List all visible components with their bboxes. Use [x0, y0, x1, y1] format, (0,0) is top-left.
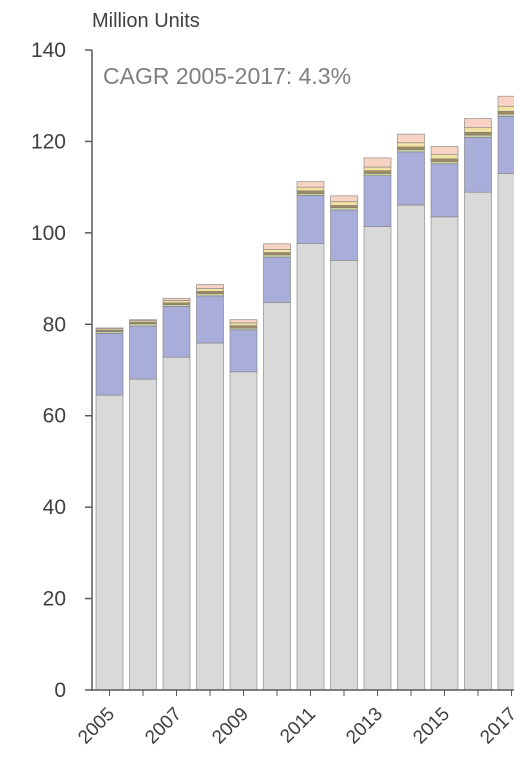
bar-segment [497, 115, 514, 174]
bar-segment [430, 216, 459, 691]
bar-segment [397, 149, 425, 153]
bar-segment [430, 154, 459, 160]
y-tick-label: 60 [43, 405, 66, 428]
bar-segment [229, 329, 258, 373]
bar-segment [363, 170, 392, 174]
y-tick-label: 80 [43, 313, 66, 336]
bar-segment [229, 322, 258, 326]
bar-segment [430, 161, 459, 165]
x-tick-label: 2011 [276, 704, 320, 748]
bar-segment [330, 207, 358, 211]
bar-segment [129, 319, 157, 321]
bar-segment [330, 195, 358, 203]
bar-segment [464, 131, 492, 136]
bar-segment [263, 254, 291, 258]
bar-segment [296, 181, 325, 188]
y-tick-label: 100 [31, 222, 66, 245]
y-axis-ticks: 0 20 40 60 80 100 120 140 [31, 39, 92, 702]
bar-segment [397, 146, 425, 150]
y-tick-label: 120 [31, 130, 66, 153]
bar-segment [196, 291, 224, 294]
bar-segment [464, 127, 492, 133]
bar-segment [397, 151, 425, 206]
y-unit-label: Million Units [92, 10, 200, 32]
x-axis-ticks: 2005 2007 2009 2011 2013 2015 2017 [74, 690, 514, 748]
bar-segment [196, 342, 224, 691]
bar-segment [129, 378, 157, 691]
bar-segment [95, 327, 124, 330]
cagr-annotation: CAGR 2005-2017: 4.3% [103, 63, 351, 89]
bar-segment [397, 133, 425, 144]
bar-segment [363, 173, 392, 177]
bar-segment [330, 205, 358, 209]
bar-segment [196, 288, 224, 292]
y-tick-label: 0 [54, 679, 66, 702]
bar-segment [330, 209, 358, 261]
bar-segment [162, 297, 191, 301]
bar-segment [497, 105, 514, 112]
x-tick-label: 2015 [409, 704, 454, 749]
bars [95, 95, 514, 691]
bar-segment [196, 295, 224, 344]
x-tick-label: 2009 [208, 704, 253, 749]
x-tick-label: 2005 [74, 704, 119, 749]
bar-segment [330, 259, 358, 691]
bar-segment [196, 284, 224, 289]
y-tick-label: 40 [43, 496, 66, 519]
bar-segment [129, 323, 157, 327]
y-tick-label: 140 [31, 39, 66, 62]
bar-segment [296, 190, 325, 194]
x-tick-label: 2007 [141, 704, 186, 749]
bar-segment [430, 146, 459, 155]
x-tick-label: 2017 [476, 704, 514, 749]
bar-segment [263, 256, 291, 303]
bar-segment [430, 163, 459, 218]
bar-segment [162, 356, 191, 691]
bar-segment [162, 306, 191, 358]
bar-segment [263, 252, 291, 256]
bar-segment [497, 173, 514, 691]
bar-segment [229, 371, 258, 691]
bar-segment [229, 325, 258, 329]
bar-segment [464, 191, 492, 691]
bar-segment [497, 113, 514, 117]
bar-segment [296, 186, 325, 192]
bar-segment [330, 201, 358, 206]
bar-segment [363, 157, 392, 168]
bar-segment [263, 249, 291, 253]
bar-segment [263, 243, 291, 250]
bar-segment [464, 118, 492, 129]
bar-segment [296, 243, 325, 691]
bar-segment [430, 158, 459, 162]
bar-segment [497, 110, 514, 115]
bar-segment [296, 195, 325, 244]
bar-segment [263, 302, 291, 691]
bar-segment [229, 319, 258, 324]
bar-segment [397, 204, 425, 691]
bar-segment [397, 142, 425, 148]
bar-segment [162, 300, 191, 304]
bar-segment [363, 166, 392, 171]
bar-segment [464, 137, 492, 193]
bar-segment [363, 175, 392, 227]
bar-segment [497, 95, 514, 107]
bar-segment [95, 333, 124, 396]
bar-segment [196, 293, 224, 297]
x-tick-label: 2013 [342, 704, 387, 749]
bar-segment [464, 134, 492, 138]
bar-segment [95, 394, 124, 691]
y-tick-label: 20 [43, 588, 66, 611]
bar-segment [363, 226, 392, 691]
bar-segment [129, 325, 157, 380]
